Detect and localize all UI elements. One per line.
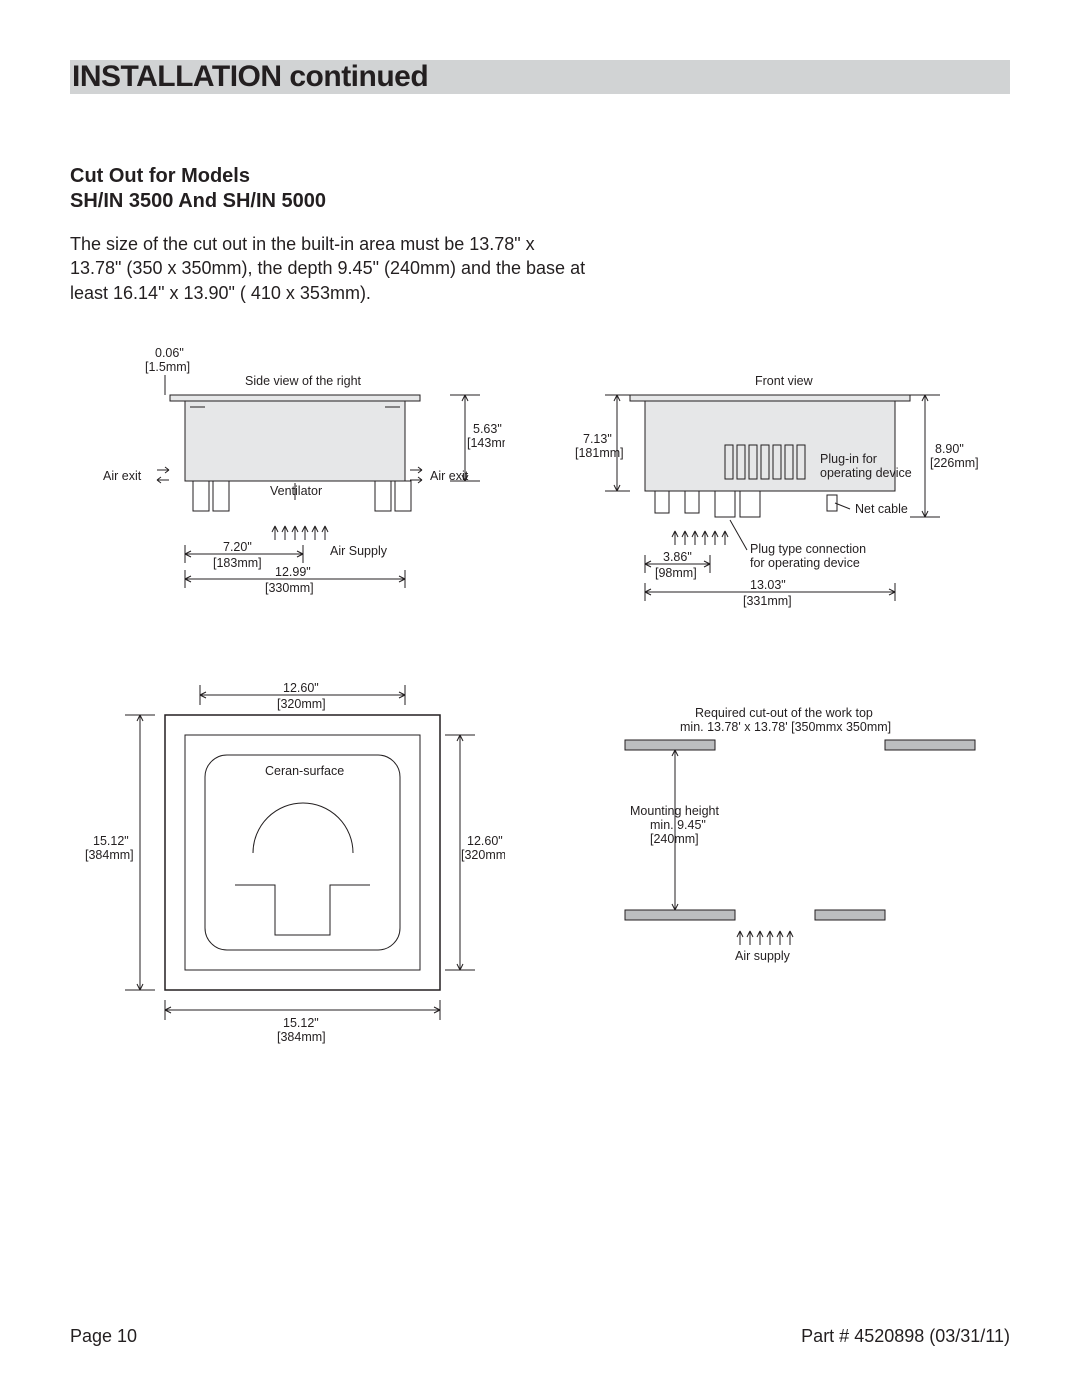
dim-body-h-mm: [143mm] <box>467 436 505 450</box>
dim-7-20-in: 7.20" <box>223 540 252 554</box>
diagram-cutout-view: Required cut-out of the work top min. 13… <box>560 675 1010 1055</box>
dim-left-15-12-in: 15.12" <box>93 834 129 848</box>
cutout-air-arrows-icon <box>737 931 793 945</box>
dim-bot-15-12-mm: [384mm] <box>277 1030 326 1044</box>
req-l1: Required cut-out of the work top <box>695 706 873 720</box>
section-title: Cut Out for Models SH/IN 3500 And SH/IN … <box>70 164 1010 214</box>
diagram-grid: 0.06" [1.5mm] Side view of the right Ven… <box>70 345 1010 1055</box>
front-air-arrows-icon <box>672 531 728 545</box>
diagram-top-view: 12.60" [320mm] Ceran-surface 15.12" [384… <box>70 675 520 1055</box>
dim-8-90-mm: [226mm] <box>930 456 979 470</box>
dim-top-12-60-mm: [320mm] <box>277 697 326 711</box>
dim-13-03-mm: [331mm] <box>743 594 792 608</box>
dim-3-86-mm: [98mm] <box>655 566 697 580</box>
dim-left-15-12-mm: [384mm] <box>85 848 134 862</box>
dim-bot-15-12-in: 15.12" <box>283 1016 319 1030</box>
ceran-label: Ceran-surface <box>265 764 344 778</box>
plug-in-l2: operating device <box>820 466 912 480</box>
dim-7-13-mm: [181mm] <box>575 446 624 460</box>
footer-part: Part # 4520898 (03/31/11) <box>801 1326 1010 1347</box>
cutout-air-supply: Air supply <box>735 949 791 963</box>
dim-top-offset-in: 0.06" <box>155 346 184 360</box>
dim-12-99-mm: [330mm] <box>265 581 314 595</box>
section-title-line2: SH/IN 3500 And SH/IN 5000 <box>70 190 326 212</box>
dim-3-86-in: 3.86" <box>663 550 692 564</box>
header-title: INSTALLATION continued <box>70 60 428 94</box>
dim-body-h-in: 5.63" <box>473 422 502 436</box>
diagram-side-view: 0.06" [1.5mm] Side view of the right Ven… <box>70 345 520 615</box>
mount-l3: [240mm] <box>650 832 699 846</box>
header-bar: INSTALLATION continued <box>70 60 1010 94</box>
dim-12-99-in: 12.99" <box>275 565 311 579</box>
footer-page: Page 10 <box>70 1326 137 1347</box>
req-l2: min. 13.78' x 13.78' [350mmx 350mm] <box>680 720 891 734</box>
dim-8-90-in: 8.90" <box>935 442 964 456</box>
net-cable-label: Net cable <box>855 502 908 516</box>
dim-7-20-mm: [183mm] <box>213 556 262 570</box>
dim-right-12-60-mm: [320mm] <box>461 848 505 862</box>
plug-in-l1: Plug-in for <box>820 452 877 466</box>
plug-type-l1: Plug type connection <box>750 542 866 556</box>
dim-right-12-60-in: 12.60" <box>467 834 503 848</box>
dim-7-13-in: 7.13" <box>583 432 612 446</box>
ventilator-label: Ventilator <box>270 484 322 498</box>
dim-13-03-in: 13.03" <box>750 578 786 592</box>
air-exit-left: Air exit <box>103 469 142 483</box>
dim-top-12-60-in: 12.60" <box>283 681 319 695</box>
plug-type-l2: for operating device <box>750 556 860 570</box>
air-supply-arrows-icon <box>272 526 328 540</box>
section-title-line1: Cut Out for Models <box>70 165 250 187</box>
dim-top-offset-mm: [1.5mm] <box>145 360 190 374</box>
mount-l1: Mounting height <box>630 804 719 818</box>
footer: Page 10 Part # 4520898 (03/31/11) <box>70 1326 1010 1347</box>
front-view-title: Front view <box>755 374 814 388</box>
mount-l2: min. 9.45" <box>650 818 706 832</box>
page: INSTALLATION continued Cut Out for Model… <box>0 0 1080 1397</box>
section-paragraph: The size of the cut out in the built-in … <box>70 232 590 305</box>
diagram-front-view: Front view <box>560 345 1010 615</box>
side-view-title: Side view of the right <box>245 374 362 388</box>
air-supply-label: Air Supply <box>330 544 388 558</box>
